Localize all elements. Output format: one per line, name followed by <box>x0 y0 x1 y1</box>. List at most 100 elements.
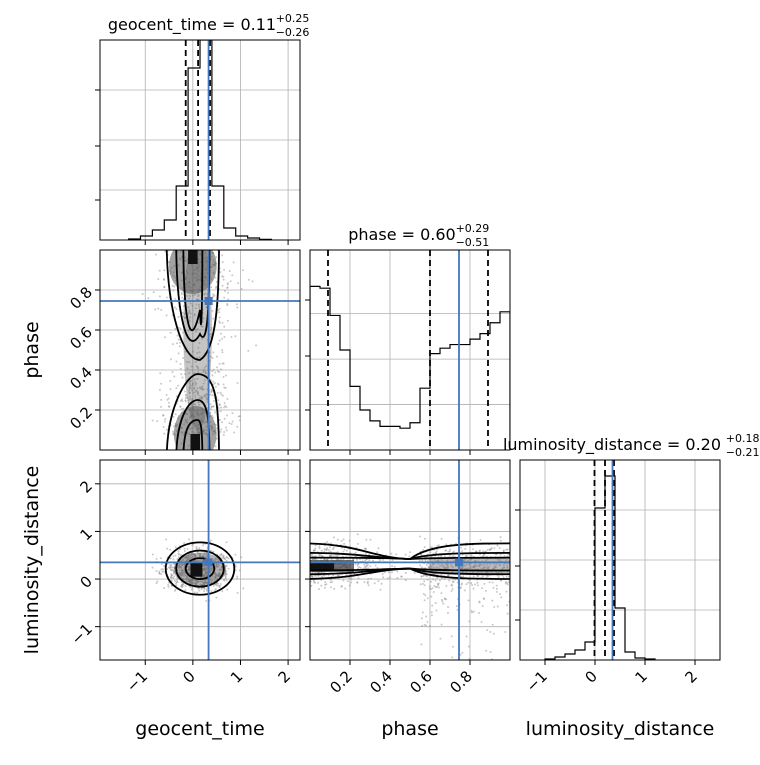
scatter-point <box>217 308 220 311</box>
y-tick-label: 0.4 <box>66 363 96 393</box>
scatter-point <box>214 287 217 290</box>
scatter-point <box>183 541 186 544</box>
scatter-point <box>160 398 163 401</box>
scatter-point <box>215 583 218 586</box>
scatter-point <box>217 343 220 346</box>
scatter-point <box>181 573 184 576</box>
scatter-point <box>182 578 185 581</box>
scatter-point <box>186 367 189 370</box>
scatter-point <box>222 376 225 379</box>
scatter-point <box>476 574 479 577</box>
scatter-point <box>197 587 200 590</box>
scatter-point <box>185 575 188 578</box>
scatter-point <box>174 588 177 591</box>
scatter-point <box>413 572 416 575</box>
scatter-point <box>452 581 455 584</box>
scatter-point <box>184 585 187 588</box>
scatter-point <box>462 575 465 578</box>
scatter-point <box>354 563 357 566</box>
scatter-point <box>169 358 172 361</box>
density-blob <box>169 250 217 294</box>
scatter-point <box>430 611 433 614</box>
scatter-point <box>357 542 360 545</box>
scatter-point <box>194 554 197 557</box>
scatter-point <box>158 572 161 575</box>
scatter-point <box>425 563 428 566</box>
scatter-point <box>314 544 317 547</box>
scatter-point <box>204 372 207 375</box>
scatter-point <box>363 563 366 566</box>
scatter-point <box>185 574 188 577</box>
scatter-point <box>209 355 212 358</box>
scatter-point <box>188 565 191 568</box>
scatter-point <box>192 578 195 581</box>
density-shading <box>169 250 217 450</box>
scatter-point <box>183 557 186 560</box>
x-tick-label: 1 <box>632 667 651 686</box>
scatter-point <box>172 558 175 561</box>
scatter-point <box>206 566 209 569</box>
scatter-point <box>470 609 473 612</box>
scatter-point <box>233 431 236 434</box>
scatter-point <box>182 232 184 234</box>
scatter-point <box>225 559 228 562</box>
scatter-point <box>221 555 224 558</box>
scatter-point <box>219 568 222 571</box>
scatter-point <box>421 559 424 562</box>
scatter-point <box>197 346 200 349</box>
scatter-point <box>179 367 182 370</box>
scatter-point <box>203 581 206 584</box>
scatter-point <box>325 547 328 550</box>
scatter-point <box>216 366 219 369</box>
scatter-point <box>460 546 463 549</box>
scatter-point <box>211 575 214 578</box>
scatter-point <box>195 547 198 550</box>
scatter-point <box>365 564 368 567</box>
scatter-point <box>223 430 226 433</box>
scatter-point <box>209 391 212 394</box>
grid <box>100 40 300 240</box>
scatter-point <box>189 579 192 582</box>
scatter-point <box>226 414 229 417</box>
scatter-point <box>448 579 451 582</box>
scatter-point <box>175 582 178 585</box>
scatter-point <box>374 564 377 567</box>
scatter-point <box>180 568 183 571</box>
histogram-step <box>544 475 656 660</box>
scatter-point <box>182 575 185 578</box>
scatter-point <box>215 573 218 576</box>
scatter-point <box>218 559 221 562</box>
scatter-point <box>461 651 464 654</box>
scatter-point <box>203 590 206 593</box>
scatter-point <box>429 588 432 591</box>
scatter-point <box>310 554 313 557</box>
scatter-point <box>210 286 213 289</box>
scatter-point <box>479 539 482 542</box>
scatter-point <box>180 293 183 296</box>
scatter-point <box>196 551 199 554</box>
scatter-point <box>179 548 182 551</box>
scatter-point <box>196 357 199 360</box>
scatter-point <box>185 580 188 583</box>
scatter-point <box>226 282 229 285</box>
scatter-point <box>450 589 453 592</box>
scatter-point <box>203 379 206 382</box>
y-tick-label: −1 <box>68 620 96 648</box>
scatter-point <box>194 328 197 331</box>
scatter-point <box>350 581 353 584</box>
density-peak <box>190 562 203 577</box>
scatter-point <box>186 360 189 363</box>
scatter-point <box>223 557 226 560</box>
scatter-point <box>197 295 200 298</box>
scatter-point <box>224 577 227 580</box>
scatter-point <box>201 580 204 583</box>
scatter-point <box>349 551 352 554</box>
scatter-point <box>188 568 191 571</box>
scatter-point <box>328 548 331 551</box>
scatter-point <box>226 588 229 591</box>
scatter-point <box>156 420 159 423</box>
scatter-point <box>223 386 226 389</box>
scatter-point <box>226 286 229 289</box>
scatter-point <box>200 576 203 579</box>
scatter-point <box>185 578 188 581</box>
